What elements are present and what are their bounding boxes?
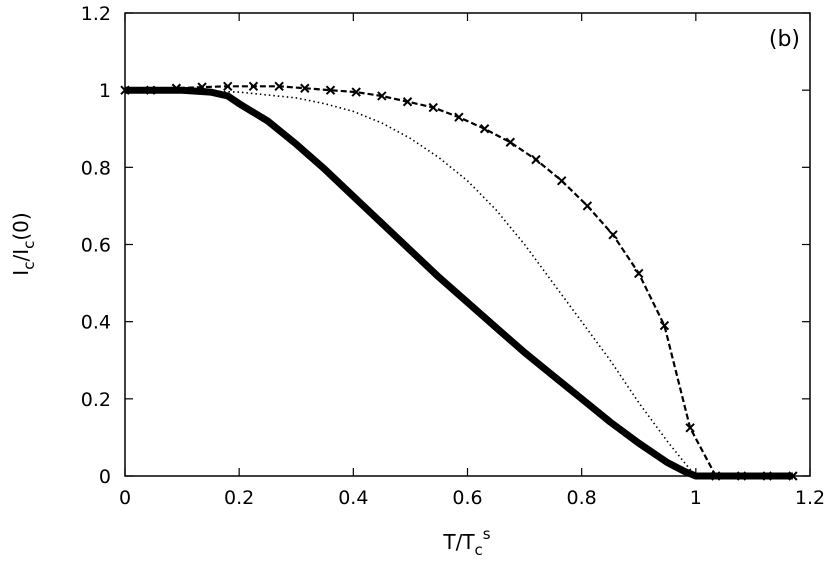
x-marker <box>300 83 310 93</box>
x-marker <box>659 320 670 331</box>
x-axis-label: T/Tcs <box>442 525 490 559</box>
x-marker <box>479 124 490 134</box>
x-marker <box>171 83 182 93</box>
x-tick-label: 1.2 <box>795 487 825 509</box>
x-marker <box>377 91 387 101</box>
x-marker <box>197 82 207 92</box>
x-marker <box>685 423 695 433</box>
x-marker <box>556 176 567 186</box>
x-marker <box>582 201 593 211</box>
x-marker <box>505 137 516 147</box>
x-tick-label: 0 <box>119 487 131 509</box>
x-tick-label: 0.8 <box>567 487 597 509</box>
x-marker <box>531 154 541 165</box>
x-marker <box>428 102 438 113</box>
x-marker <box>325 85 336 95</box>
series-line-dotted <box>125 89 697 477</box>
x-marker <box>274 81 284 92</box>
y-axis-label: Ic/Ic(0) <box>9 212 38 275</box>
x-marker <box>711 471 721 481</box>
x-marker <box>248 81 259 92</box>
y-tick-label: 1.2 <box>81 3 111 25</box>
plot-frame <box>124 12 811 477</box>
x-tick-label: 0.4 <box>338 487 368 509</box>
x-marker <box>634 268 644 279</box>
x-marker <box>608 230 618 240</box>
x-tick-label: 1 <box>690 487 702 509</box>
x-marker <box>454 112 464 122</box>
y-tick-label: 0.4 <box>81 312 111 334</box>
x-marker <box>788 471 798 481</box>
y-tick-label: 0.2 <box>81 389 111 411</box>
y-tick-label: 0 <box>99 466 111 488</box>
x-marker <box>736 471 747 481</box>
x-marker <box>402 97 413 107</box>
series-line-dashed-x-markers <box>125 85 793 478</box>
x-tick-label: 0.2 <box>224 487 254 509</box>
x-marker <box>145 85 156 95</box>
x-marker <box>762 471 772 481</box>
y-tick-label: 1 <box>99 80 111 102</box>
x-marker <box>223 81 233 92</box>
y-tick-label: 0.6 <box>81 235 111 257</box>
series-line-thick-solid <box>125 86 793 480</box>
x-marker <box>120 85 130 95</box>
x-tick-label: 0.6 <box>452 487 482 509</box>
y-tick-label: 0.8 <box>81 157 111 179</box>
panel-label: (b) <box>769 27 800 52</box>
x-marker <box>351 87 361 97</box>
